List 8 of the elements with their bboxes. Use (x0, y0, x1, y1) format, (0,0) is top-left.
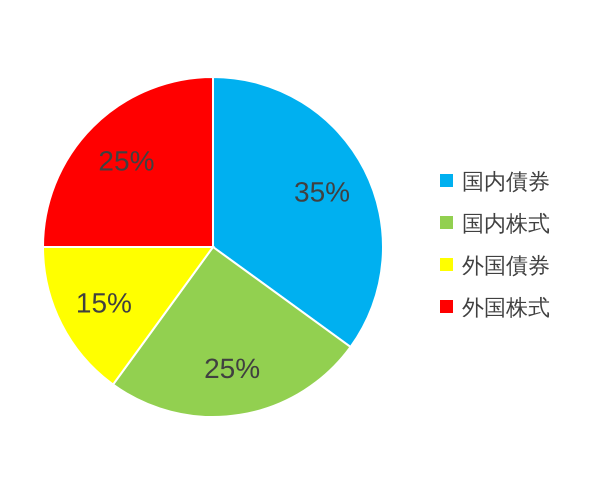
legend-label: 国内債券 (462, 169, 550, 194)
legend-label: 外国債券 (462, 253, 550, 278)
legend-label: 国内株式 (462, 211, 550, 236)
data-label: 25% (204, 352, 260, 384)
legend-label: 外国株式 (462, 295, 550, 320)
data-label: 35% (294, 176, 350, 208)
data-label: 25% (98, 145, 154, 176)
data-label: 15% (76, 288, 132, 319)
